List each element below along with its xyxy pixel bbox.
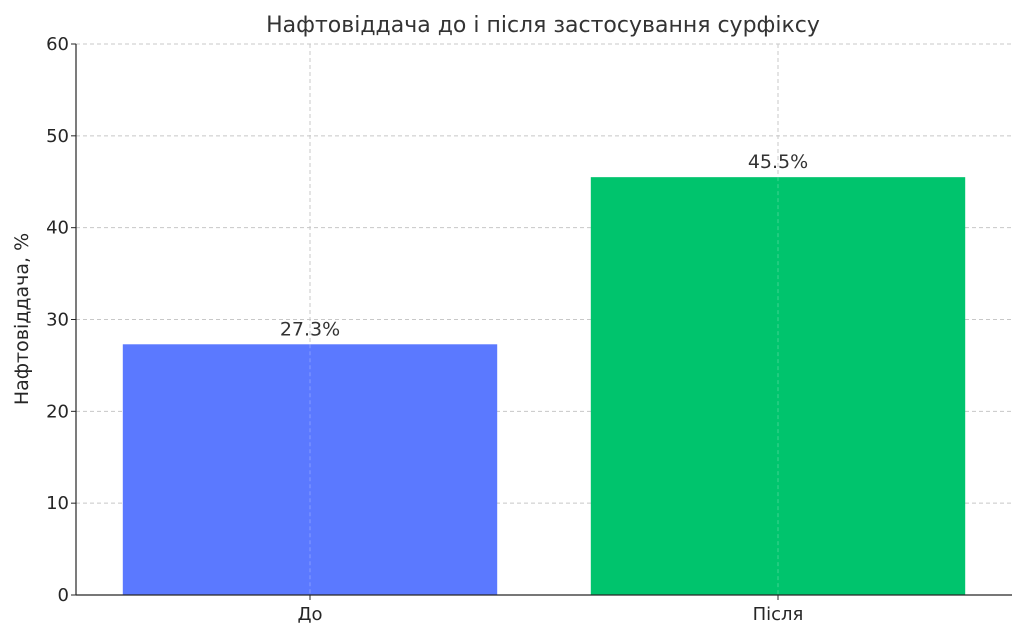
y-tick-label: 40 bbox=[46, 218, 69, 239]
y-tick-label: 50 bbox=[46, 126, 69, 147]
x-tick-labels: До Після bbox=[297, 595, 803, 625]
bar-2 bbox=[590, 177, 966, 596]
y-tick-label: 0 bbox=[58, 585, 69, 606]
bar-1 bbox=[122, 344, 498, 595]
y-tick-labels: 0 10 20 30 40 50 60 bbox=[46, 34, 76, 606]
chart-title: Нафтовіддача до і після застосування сур… bbox=[266, 13, 820, 38]
y-tick-label: 10 bbox=[46, 493, 69, 514]
bar-value-label: 27.3% bbox=[280, 318, 340, 340]
bar-value-label: 45.5% bbox=[748, 151, 808, 173]
y-axis-label: Нафтовіддача, % bbox=[11, 233, 33, 405]
x-tick-label: Після bbox=[753, 604, 804, 625]
bars bbox=[122, 177, 966, 596]
value-labels: 27.3% 45.5% bbox=[280, 151, 808, 340]
y-tick-label: 20 bbox=[46, 401, 69, 422]
y-tick-label: 60 bbox=[46, 34, 69, 55]
x-tick-label: До bbox=[297, 604, 322, 625]
y-tick-label: 30 bbox=[46, 310, 69, 331]
